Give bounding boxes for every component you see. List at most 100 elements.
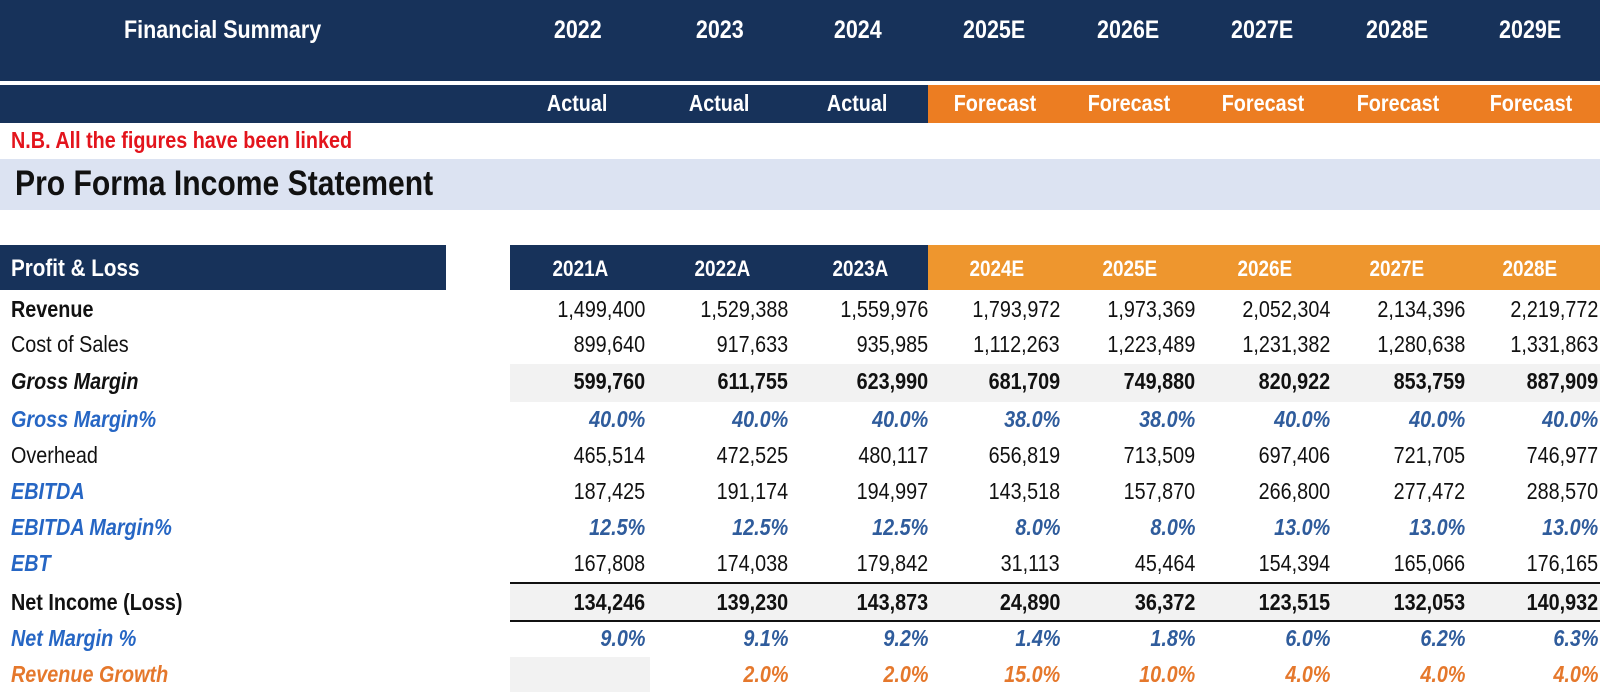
table-cell-text: 4.0% bbox=[1419, 661, 1465, 687]
summary-year: 2025E bbox=[927, 16, 1062, 45]
table-cell: 40.0% bbox=[1335, 406, 1465, 433]
table-row-overhead: Overhead 465,514 472,525 480,117 656,819 713,… bbox=[0, 442, 1600, 472]
table-cell-text: 1,559,976 bbox=[839, 296, 928, 322]
summary-year: 2024 bbox=[790, 16, 925, 45]
summary-type-text: Actual bbox=[689, 90, 750, 116]
table-cell: 31,113 bbox=[930, 550, 1060, 577]
table-cell-text: 9.0% bbox=[599, 625, 645, 651]
summary-title-text: Financial Summary bbox=[123, 16, 322, 44]
table-cell-text: 132,053 bbox=[1393, 589, 1465, 615]
table-cell-text: 167,808 bbox=[573, 550, 645, 576]
summary-type: Forecast bbox=[1195, 90, 1330, 117]
table-cell-text: 697,406 bbox=[1258, 442, 1330, 468]
summary-year: 2023 bbox=[652, 16, 787, 45]
table-cell: 1,973,369 bbox=[1065, 296, 1195, 323]
linked-figures-note-text: N.B. All the figures have been linked bbox=[11, 127, 353, 153]
summary-type-band bbox=[0, 85, 928, 123]
pl-estimate-header-band bbox=[928, 245, 1600, 290]
column-header-text: 2023A bbox=[832, 256, 888, 281]
column-header-text: 2026E bbox=[1237, 256, 1293, 281]
table-cell-text: 599,760 bbox=[573, 368, 645, 394]
table-cell: 132,053 bbox=[1335, 589, 1465, 616]
column-header: 2025E bbox=[1060, 256, 1200, 282]
section-band bbox=[0, 159, 1600, 210]
table-cell: 465,514 bbox=[515, 442, 645, 469]
pl-actual-header-band bbox=[510, 245, 928, 290]
summary-type-text: Forecast bbox=[1221, 90, 1304, 116]
table-cell: 713,509 bbox=[1065, 442, 1195, 469]
table-cell-text: 853,759 bbox=[1393, 368, 1465, 394]
summary-title: Financial Summary bbox=[0, 16, 445, 45]
table-cell-text: 36,372 bbox=[1134, 589, 1195, 615]
table-cell-text: 713,509 bbox=[1123, 442, 1195, 468]
table-cell: 40.0% bbox=[1468, 406, 1598, 433]
table-cell-text: 1,529,388 bbox=[699, 296, 788, 322]
revenue-growth-empty-cell bbox=[510, 657, 650, 692]
table-cell: 45,464 bbox=[1065, 550, 1195, 577]
summary-year: 2029E bbox=[1463, 16, 1598, 45]
table-cell-text: 38.0% bbox=[1003, 406, 1060, 432]
row-label: Revenue Growth bbox=[11, 661, 194, 688]
table-row-revenue-growth: Revenue Growth 2.0% 2.0% 15.0% 10.0% 4.0% 4.0%… bbox=[0, 661, 1600, 691]
summary-type-text: Forecast bbox=[1356, 90, 1439, 116]
table-cell: 6.3% bbox=[1468, 625, 1598, 652]
summary-year-text: 2024 bbox=[833, 16, 882, 44]
table-cell-text: 31,113 bbox=[1000, 550, 1060, 576]
table-cell-text: 140,932 bbox=[1526, 589, 1598, 615]
table-cell-text: 6.2% bbox=[1419, 625, 1465, 651]
table-cell-text: 1.8% bbox=[1149, 625, 1195, 651]
column-header: 2026E bbox=[1195, 256, 1335, 282]
table-cell-text: 12.5% bbox=[731, 514, 788, 540]
table-cell-text: 266,800 bbox=[1258, 478, 1330, 504]
table-cell: 154,394 bbox=[1200, 550, 1330, 577]
table-cell-text: 2.0% bbox=[742, 661, 788, 687]
table-cell: 746,977 bbox=[1468, 442, 1598, 469]
summary-type: Forecast bbox=[1061, 90, 1196, 117]
column-header-text: 2028E bbox=[1502, 256, 1558, 281]
table-cell: 174,038 bbox=[658, 550, 788, 577]
table-cell-text: 10.0% bbox=[1138, 661, 1195, 687]
row-label-text: Net Margin % bbox=[11, 625, 137, 651]
table-cell-text: 1,331,863 bbox=[1509, 331, 1598, 357]
table-cell-text: 8.0% bbox=[1014, 514, 1060, 540]
table-cell: 1,499,400 bbox=[515, 296, 645, 323]
table-cell: 9.1% bbox=[658, 625, 788, 652]
row-label-text: EBITDA Margin% bbox=[11, 514, 172, 540]
table-cell-text: 174,038 bbox=[716, 550, 788, 576]
row-label: EBT bbox=[11, 550, 57, 577]
summary-type: Forecast bbox=[927, 90, 1062, 117]
table-cell-text: 2,219,772 bbox=[1509, 296, 1598, 322]
summary-year: 2026E bbox=[1061, 16, 1196, 45]
table-cell-text: 2,052,304 bbox=[1241, 296, 1330, 322]
table-row-gross-margin: Gross Margin 599,760 611,755 623,990 681,709… bbox=[0, 368, 1600, 398]
table-cell: 1.8% bbox=[1065, 625, 1195, 652]
summary-year-text: 2028E bbox=[1366, 16, 1429, 44]
table-cell: 2,134,396 bbox=[1335, 296, 1465, 323]
row-label-text: Gross Margin bbox=[11, 368, 139, 394]
table-cell: 13.0% bbox=[1200, 514, 1330, 541]
table-cell: 10.0% bbox=[1065, 661, 1195, 688]
table-cell-text: 8.0% bbox=[1149, 514, 1195, 540]
table-cell-text: 465,514 bbox=[573, 442, 645, 468]
pl-table-label: Profit & Loss bbox=[11, 255, 160, 283]
table-cell: 6.0% bbox=[1200, 625, 1330, 652]
section-title: Pro Forma Income Statement bbox=[15, 164, 501, 204]
table-cell: 472,525 bbox=[658, 442, 788, 469]
table-cell: 40.0% bbox=[658, 406, 788, 433]
table-cell: 749,880 bbox=[1065, 368, 1195, 395]
table-cell: 140,932 bbox=[1468, 589, 1598, 616]
column-header: 2024E bbox=[927, 256, 1067, 282]
table-cell-text: 13.0% bbox=[1273, 514, 1330, 540]
table-cell-text: 40.0% bbox=[1541, 406, 1598, 432]
table-cell-text: 721,705 bbox=[1393, 442, 1465, 468]
net-income-top-rule bbox=[510, 582, 1600, 584]
table-cell-text: 6.0% bbox=[1284, 625, 1330, 651]
table-cell-text: 681,709 bbox=[988, 368, 1060, 394]
table-cell-text: 40.0% bbox=[588, 406, 645, 432]
column-header-text: 2025E bbox=[1102, 256, 1158, 281]
summary-forecast-band bbox=[928, 85, 1600, 123]
table-cell: 697,406 bbox=[1200, 442, 1330, 469]
table-cell-text: 12.5% bbox=[588, 514, 645, 540]
summary-year-text: 2029E bbox=[1499, 16, 1562, 44]
table-cell: 1.4% bbox=[930, 625, 1060, 652]
